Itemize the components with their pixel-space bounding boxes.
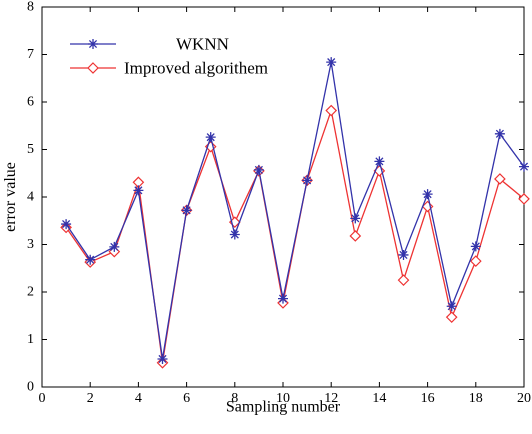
data-point [350, 213, 361, 224]
data-point [469, 255, 482, 267]
legend-label: Improved algorithem [124, 59, 268, 78]
x-tick-label: 18 [469, 391, 483, 406]
data-point [181, 205, 192, 216]
y-tick-label: 7 [27, 47, 34, 62]
data-point [494, 128, 505, 139]
legend-entry: WKNN [70, 35, 229, 54]
x-tick-label: 16 [421, 391, 435, 406]
data-point [205, 132, 216, 143]
y-tick-label: 1 [27, 332, 34, 347]
legend-marker [87, 62, 99, 74]
legend-entry: Improved algorithem [70, 59, 268, 78]
y-tick-label: 8 [27, 0, 34, 15]
y-tick-label: 5 [27, 142, 34, 157]
data-point [446, 301, 457, 312]
data-point [349, 230, 362, 242]
legend-label: WKNN [176, 35, 229, 54]
series-layer [60, 57, 530, 369]
data-point [398, 249, 409, 260]
data-point [61, 219, 72, 230]
data-point [278, 293, 288, 304]
data-point [519, 161, 529, 172]
legend: WKNN Improved algorithem [70, 35, 268, 78]
y-tick-label: 0 [27, 380, 34, 395]
data-point [133, 185, 144, 196]
x-tick-label: 0 [39, 391, 46, 406]
x-tick-label: 2 [87, 391, 94, 406]
data-point [494, 173, 506, 185]
y-tick-label: 2 [27, 285, 34, 300]
y-tick-label: 6 [27, 95, 34, 110]
x-tick-label: 10 [276, 391, 290, 406]
series-wknn [61, 57, 529, 364]
x-tick-label: 4 [135, 391, 142, 406]
data-point [470, 241, 481, 252]
y-tick-label: 4 [27, 190, 34, 205]
x-axis-title: Sampling number [226, 398, 341, 415]
data-point [374, 156, 385, 167]
y-axis-title: error value [2, 162, 19, 232]
x-tick-label: 20 [517, 391, 531, 406]
data-point [253, 164, 264, 175]
data-point [325, 104, 338, 117]
data-point [518, 193, 530, 205]
data-point [302, 175, 313, 186]
y-tick-label: 3 [27, 237, 34, 252]
x-tick-label: 14 [372, 391, 386, 406]
data-point [229, 229, 240, 240]
data-point [422, 189, 433, 200]
x-tick-label: 8 [231, 391, 238, 406]
legend-marker [88, 39, 98, 49]
data-point [445, 311, 458, 324]
plot-frame [41, 6, 525, 388]
x-tick-label: 6 [183, 391, 190, 406]
data-point [397, 274, 410, 286]
data-point [326, 57, 337, 68]
data-point [109, 241, 120, 252]
x-tick-label: 12 [324, 391, 338, 406]
data-point [85, 254, 96, 265]
series-line [65, 61, 525, 360]
data-point [157, 353, 168, 364]
